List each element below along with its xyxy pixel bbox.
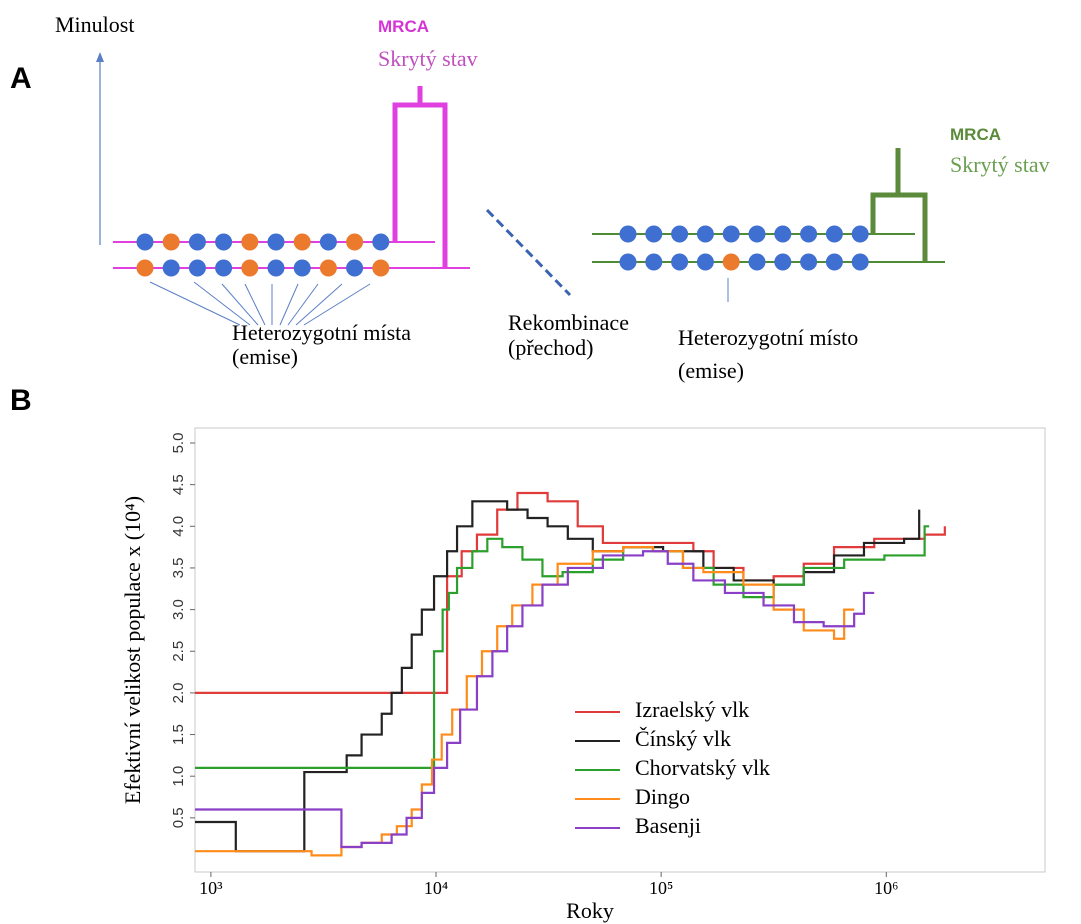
- site: [774, 253, 792, 271]
- hidden-state-label: Skrytý stav: [378, 46, 478, 71]
- site: [136, 233, 154, 251]
- site: [671, 253, 689, 271]
- series-line: [195, 491, 946, 695]
- x-axis-label: Roky: [566, 898, 614, 923]
- x-tick-label: 10⁴: [424, 878, 448, 898]
- site: [825, 253, 843, 271]
- emission-label: (emise): [678, 358, 744, 383]
- left-tree: [392, 86, 448, 268]
- site: [162, 233, 180, 251]
- y-tick-label: 1.5: [170, 724, 187, 745]
- past-label: Minulost: [55, 12, 134, 37]
- y-axis-label: Efektivní velikost populace x (10⁴): [120, 496, 145, 804]
- left-sites: [136, 233, 390, 277]
- site: [645, 225, 663, 243]
- y-tick-label: 3.5: [170, 558, 187, 579]
- right-haplotypes: [592, 233, 945, 263]
- site: [372, 233, 390, 251]
- site: [800, 225, 818, 243]
- series-line: [195, 550, 875, 849]
- site: [346, 233, 364, 251]
- mrca-label: MRCA: [950, 125, 1001, 144]
- panel-label: B: [10, 384, 32, 417]
- mrca-label: MRCA: [378, 17, 429, 36]
- x-tick-label: 10⁶: [874, 878, 898, 898]
- site: [722, 225, 740, 243]
- hidden-state-label: Skrytý stav: [950, 152, 1050, 177]
- site: [267, 233, 285, 251]
- legend-label: Chorvatský vlk: [635, 755, 770, 780]
- y-tick-label: 1.0: [170, 766, 187, 787]
- left-site-arrows: [149, 281, 371, 326]
- site: [215, 233, 233, 251]
- site: [619, 225, 637, 243]
- site: [800, 253, 818, 271]
- y-tick-label: 0.5: [170, 807, 187, 828]
- site: [619, 253, 637, 271]
- site: [696, 225, 714, 243]
- site: [645, 253, 663, 271]
- site: [825, 225, 843, 243]
- panel-label: A: [10, 62, 32, 95]
- site: [136, 259, 154, 277]
- emission-label: (emise): [232, 344, 298, 369]
- site: [748, 225, 766, 243]
- plot-frame: [194, 427, 1046, 873]
- site: [293, 233, 311, 251]
- plot: 0.5 1.0 1.5 2.0 2.5 3.0 3.5 4.0 4.5 5.0 10³ 10⁴ 10⁵ 1…: [120, 433, 946, 923]
- site: [188, 233, 206, 251]
- site: [671, 225, 689, 243]
- series-line: [195, 500, 921, 853]
- site: [215, 259, 233, 277]
- y-tick-label: 2.0: [170, 682, 187, 703]
- site: [188, 259, 206, 277]
- legend-label: Dingo: [635, 784, 690, 809]
- site: [293, 259, 311, 277]
- legend-label: Izraelský vlk: [635, 697, 749, 722]
- emission-label: Heterozygotní místa: [232, 320, 411, 345]
- y-tick-label: 4.0: [170, 516, 187, 537]
- legend-label: Basenji: [635, 813, 701, 838]
- site: [241, 259, 259, 277]
- site: [319, 259, 337, 277]
- site: [774, 225, 792, 243]
- series-line: [195, 525, 930, 769]
- site: [851, 225, 869, 243]
- site: [319, 233, 337, 251]
- site: [748, 253, 766, 271]
- emission-label: Heterozygotní místo: [678, 325, 858, 350]
- recombination-line: [485, 208, 572, 297]
- right-tree: [870, 148, 928, 262]
- y-tick-label: 4.5: [170, 474, 187, 495]
- right-sites: [619, 225, 869, 271]
- site: [162, 259, 180, 277]
- transition-label: (přechod): [508, 335, 594, 360]
- site: [267, 259, 285, 277]
- y-tick-label: 3.0: [170, 599, 187, 620]
- site: [241, 233, 259, 251]
- site: [722, 253, 740, 271]
- y-tick-label: 5.0: [170, 433, 187, 454]
- x-tick-label: 10³: [199, 878, 223, 898]
- site: [346, 259, 364, 277]
- site: [696, 253, 714, 271]
- site: [372, 259, 390, 277]
- legend-label: Čínský vlk: [635, 726, 731, 751]
- arrow-head: [96, 52, 104, 62]
- site: [851, 253, 869, 271]
- y-tick-label: 2.5: [170, 641, 187, 662]
- transition-label: Rekombinace: [508, 310, 629, 335]
- x-tick-label: 10⁵: [649, 878, 673, 898]
